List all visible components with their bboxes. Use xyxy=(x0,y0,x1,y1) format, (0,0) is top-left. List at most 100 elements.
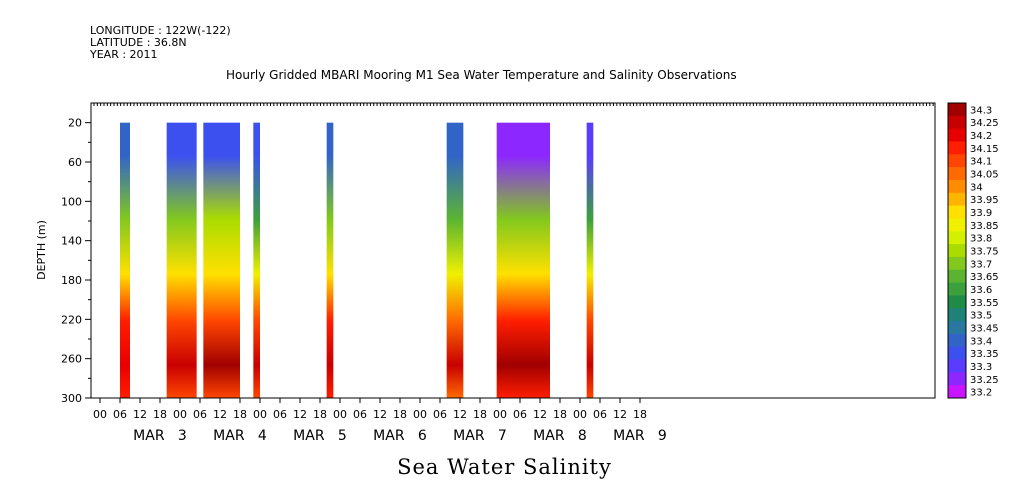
colorbar-label: 34.3 xyxy=(970,105,992,116)
data-segment xyxy=(120,122,130,399)
x-tick-label: 06 xyxy=(433,408,447,421)
x-tick-label: 06 xyxy=(353,408,367,421)
colorbar-label: 33.25 xyxy=(970,375,999,386)
y-tick-label: 20 xyxy=(68,117,82,130)
x-tick-label: 18 xyxy=(233,408,247,421)
colorbar-swatch xyxy=(948,282,966,296)
data-segment xyxy=(586,122,594,399)
day-label: MAR 3 xyxy=(133,428,187,444)
colorbar-swatch xyxy=(948,205,966,219)
colorbar-swatch xyxy=(948,128,966,142)
colorbar-label: 34.25 xyxy=(970,118,999,129)
day-label: MAR 7 xyxy=(453,428,507,444)
colorbar-label: 34.05 xyxy=(970,170,999,181)
x-tick-label: 18 xyxy=(393,408,407,421)
colorbar-label: 33.7 xyxy=(970,259,992,270)
y-tick-label: 100 xyxy=(61,195,82,208)
data-layer xyxy=(120,122,594,399)
x-tick-label: 06 xyxy=(513,408,527,421)
colorbar-swatch xyxy=(948,269,966,284)
colorbar-swatch xyxy=(948,321,966,335)
colorbar-swatch xyxy=(948,141,966,155)
colorbar-swatch xyxy=(948,244,966,258)
data-segment xyxy=(496,122,550,399)
colorbar-swatch xyxy=(948,256,966,271)
y-tick-label: 300 xyxy=(61,392,82,405)
y-tick-label: 60 xyxy=(68,156,82,169)
plot-border xyxy=(90,102,936,399)
colorbar-swatch xyxy=(948,231,966,245)
colorbar-swatch xyxy=(948,372,966,386)
day-label: MAR 8 xyxy=(533,428,587,444)
colorbar-label: 34.15 xyxy=(970,144,999,155)
colorbar-swatch xyxy=(948,167,966,181)
axes-layer: 20 60 100 140 180 220 260 300 DEPTH (m) 00 06 12 18 0… xyxy=(35,103,934,444)
colorbar-label: 33.6 xyxy=(970,285,992,296)
data-segment xyxy=(253,122,260,399)
data-segment xyxy=(166,122,197,399)
x-tick-label: 18 xyxy=(633,408,647,421)
x-tick-label: 06 xyxy=(193,408,207,421)
colorbar-label: 33.35 xyxy=(970,349,999,360)
latitude-label: LATITUDE : 36.8N xyxy=(90,36,187,49)
x-tick-label: 00 xyxy=(333,408,347,421)
x-tick-label: 18 xyxy=(553,408,567,421)
chart-title: Hourly Gridded MBARI Mooring M1 Sea Wate… xyxy=(226,68,737,82)
x-tick-label: 06 xyxy=(273,408,287,421)
x-tick-label: 12 xyxy=(373,408,387,421)
colorbar-label: 33.55 xyxy=(970,298,999,309)
x-tick-label: 18 xyxy=(473,408,487,421)
day-label: MAR 5 xyxy=(293,428,347,444)
x-tick-label: 18 xyxy=(153,408,167,421)
colorbar-border xyxy=(947,102,967,399)
colorbar-label: 33.95 xyxy=(970,195,999,206)
x-tick-label: 18 xyxy=(313,408,327,421)
x-tick-label: 00 xyxy=(253,408,267,421)
x-tick-label: 12 xyxy=(213,408,227,421)
colorbar-swatch xyxy=(948,295,966,309)
day-label: MAR 4 xyxy=(213,428,267,444)
day-label: MAR 9 xyxy=(613,428,667,444)
colorbar-label: 33.9 xyxy=(970,208,992,219)
data-segment xyxy=(326,122,334,399)
x-tick-label: 12 xyxy=(613,408,627,421)
colorbar-label: 33.75 xyxy=(970,247,999,258)
colorbar-swatch xyxy=(948,308,966,322)
plot-frame xyxy=(90,102,936,399)
y-tick-label: 260 xyxy=(61,353,82,366)
colorbar-label: 33.2 xyxy=(970,388,992,399)
y-tick-label: 140 xyxy=(61,235,82,248)
x-tick-label: 12 xyxy=(453,408,467,421)
data-segment xyxy=(446,122,464,399)
colorbar-label: 33.45 xyxy=(970,323,999,334)
colorbar-swatch xyxy=(948,179,966,194)
colorbar-swatch xyxy=(948,359,966,373)
colorbar-label: 33.5 xyxy=(970,311,992,322)
y-tick-label: 220 xyxy=(61,313,82,326)
data-segment xyxy=(203,122,240,399)
colorbar-swatch xyxy=(948,385,966,399)
x-tick-label: 00 xyxy=(93,408,107,421)
colorbar-label: 33.85 xyxy=(970,221,999,232)
colorbar-label: 33.8 xyxy=(970,234,992,245)
colorbar-label: 34.1 xyxy=(970,157,992,168)
year-label: YEAR : 2011 xyxy=(90,48,158,61)
x-tick-label: 06 xyxy=(593,408,607,421)
x-tick-label: 12 xyxy=(533,408,547,421)
x-tick-label: 12 xyxy=(293,408,307,421)
chart-subtitle: Sea Water Salinity xyxy=(397,455,612,479)
colorbar-label: 34 xyxy=(970,182,983,193)
x-tick-label: 00 xyxy=(173,408,187,421)
x-tick-label: 00 xyxy=(413,408,427,421)
colorbar-swatch xyxy=(948,346,966,361)
longitude-label: LONGITUDE : 122W(-122) xyxy=(90,24,231,37)
colorbar-swatch xyxy=(948,154,966,168)
x-tick-label: 00 xyxy=(493,408,507,421)
day-label: MAR 6 xyxy=(373,428,427,444)
colorbar-swatch xyxy=(948,218,966,232)
header-info: LONGITUDE : 122W(-122) LATITUDE : 36.8N … xyxy=(90,25,231,61)
x-tick-label: 00 xyxy=(573,408,587,421)
y-axis-label: DEPTH (m) xyxy=(35,220,48,280)
